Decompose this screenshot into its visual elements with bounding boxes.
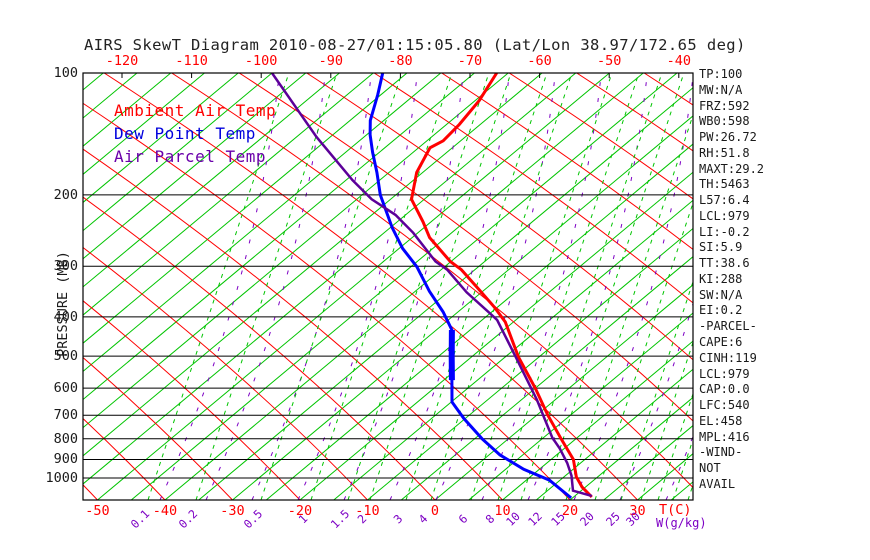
top-temp-tick-label: -60 xyxy=(527,53,552,69)
bottom-temp-tick-label: 10 xyxy=(494,503,511,519)
pressure-tick-label: 300 xyxy=(53,258,78,275)
stats-line: -PARCEL- xyxy=(699,319,757,334)
stats-line: FRZ:592 xyxy=(699,98,750,113)
stats-line: AVAIL xyxy=(699,476,736,491)
bottom-temp-tick-label: 20 xyxy=(561,503,579,519)
top-temp-tick-label: -80 xyxy=(388,53,413,69)
stats-line: LCL:979 xyxy=(699,366,750,381)
page-title: AIRS SkewT Diagram 2010-08-27/01:15:05.8… xyxy=(84,36,746,54)
top-temp-tick-label: -40 xyxy=(666,53,691,69)
legend-ambient-air-temp: Ambient Air Temp xyxy=(114,101,277,120)
stats-line: SI:5.9 xyxy=(699,240,743,255)
top-temp-tick-label: -50 xyxy=(596,53,622,69)
bottom-temp-tick-label: -50 xyxy=(85,503,110,519)
top-temp-tick-label: -100 xyxy=(244,53,278,69)
curve-dew-point-temp xyxy=(368,73,573,500)
stats-line: LI:-0.2 xyxy=(699,224,750,239)
top-temp-tick-label: -90 xyxy=(318,53,343,69)
temperature-unit-label: T(C) xyxy=(659,502,692,518)
stats-line: RH:51.8 xyxy=(699,145,750,160)
legend-air-parcel-temp: Air Parcel Temp xyxy=(114,147,266,166)
stats-line: L57:6.4 xyxy=(699,193,750,208)
legend-dew-point-temp: Dew Point Temp xyxy=(114,124,256,143)
stats-line: CINH:119 xyxy=(699,350,757,365)
stats-panel: TP:100 MW:N/A FRZ:592 WB0:598 PW:26.72 RH:51.… xyxy=(699,67,764,493)
stats-line: NOT xyxy=(699,461,721,476)
stats-line: TP:100 xyxy=(699,67,743,81)
stats-line: EL:458 xyxy=(699,413,743,428)
pressure-tick-label: 1000 xyxy=(45,470,78,486)
legend: Ambient Air Temp Dew Point Temp Air Parc… xyxy=(114,101,276,170)
stats-line: MPL:416 xyxy=(699,429,750,444)
pressure-tick-label: 100 xyxy=(53,65,78,81)
stats-line: LFC:540 xyxy=(699,398,750,413)
top-temp-tick-label: -120 xyxy=(105,53,139,69)
pressure-tick-label: 600 xyxy=(53,380,78,397)
pressure-tick-label: 500 xyxy=(53,348,78,365)
stats-line: -WIND- xyxy=(699,445,743,460)
pressure-tick-label: 700 xyxy=(53,407,78,424)
bottom-temp-tick-label: 30 xyxy=(629,503,646,519)
stats-line: KI:288 xyxy=(699,271,743,286)
pressure-tick-label: 800 xyxy=(53,430,78,447)
stats-line: MW:N/A xyxy=(699,82,743,97)
bottom-temp-tick-label: -30 xyxy=(220,503,245,519)
plot-border xyxy=(82,72,694,501)
stats-line: TH:5463 xyxy=(699,177,750,192)
stats-line: WB0:598 xyxy=(699,114,750,129)
stats-line: CAP:0.0 xyxy=(699,382,750,397)
stats-line: EI:0.2 xyxy=(699,303,743,318)
pressure-tick-label: 200 xyxy=(53,186,78,203)
stats-line: LCL:979 xyxy=(699,208,750,223)
stats-line: MAXT:29.2 xyxy=(699,161,765,176)
stats-line: CAPE:6 xyxy=(699,335,743,350)
stats-line: SW:N/A xyxy=(699,287,743,302)
curve-air-parcel-temp xyxy=(270,73,593,498)
curve-ambient-air-temp xyxy=(409,73,593,499)
mixing-ratio-unit-label: W(g/kg) xyxy=(656,516,707,530)
pressure-tick-label: 900 xyxy=(53,451,78,468)
bottom-temp-tick-label: -40 xyxy=(152,503,178,519)
top-temp-tick-label: -110 xyxy=(175,53,208,69)
background-grid xyxy=(83,73,693,500)
bottom-temp-tick-label: 0 xyxy=(430,503,440,519)
pressure-tick-label: 400 xyxy=(53,308,78,325)
sounding-curves xyxy=(270,73,593,500)
bottom-temp-tick-label: -20 xyxy=(287,503,313,519)
stats-line: PW:26.72 xyxy=(699,130,757,145)
stats-line: TT:38.6 xyxy=(699,256,750,271)
bottom-temp-tick-label: -10 xyxy=(355,503,380,519)
top-temp-tick-label: -70 xyxy=(457,53,483,69)
